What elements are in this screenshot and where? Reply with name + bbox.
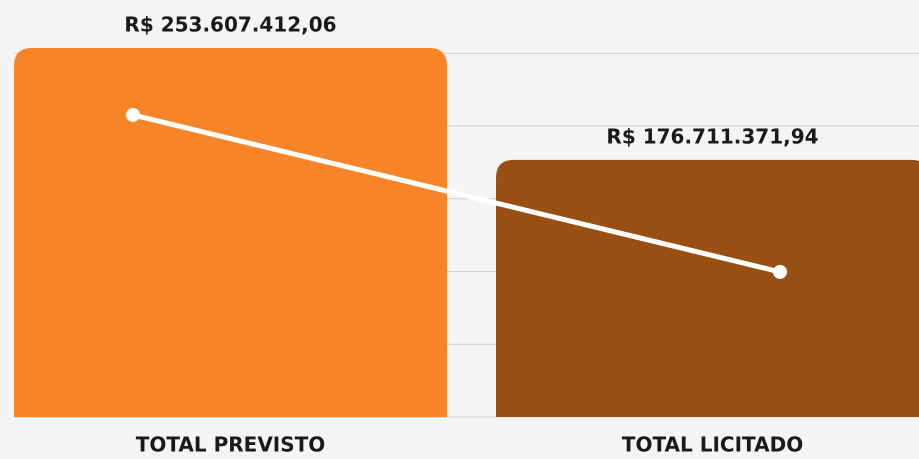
x-tick-label: TOTAL PREVISTO xyxy=(136,433,326,457)
line xyxy=(132,112,781,275)
x-tick-label: TOTAL LICITADO xyxy=(622,433,803,457)
bar xyxy=(14,48,447,417)
bar xyxy=(496,159,919,417)
line-point xyxy=(126,107,140,122)
line-point xyxy=(773,264,787,279)
value-label: R$ 176.711.371,94 xyxy=(606,124,818,148)
value-label: R$ 253.607.412,06 xyxy=(124,13,336,37)
